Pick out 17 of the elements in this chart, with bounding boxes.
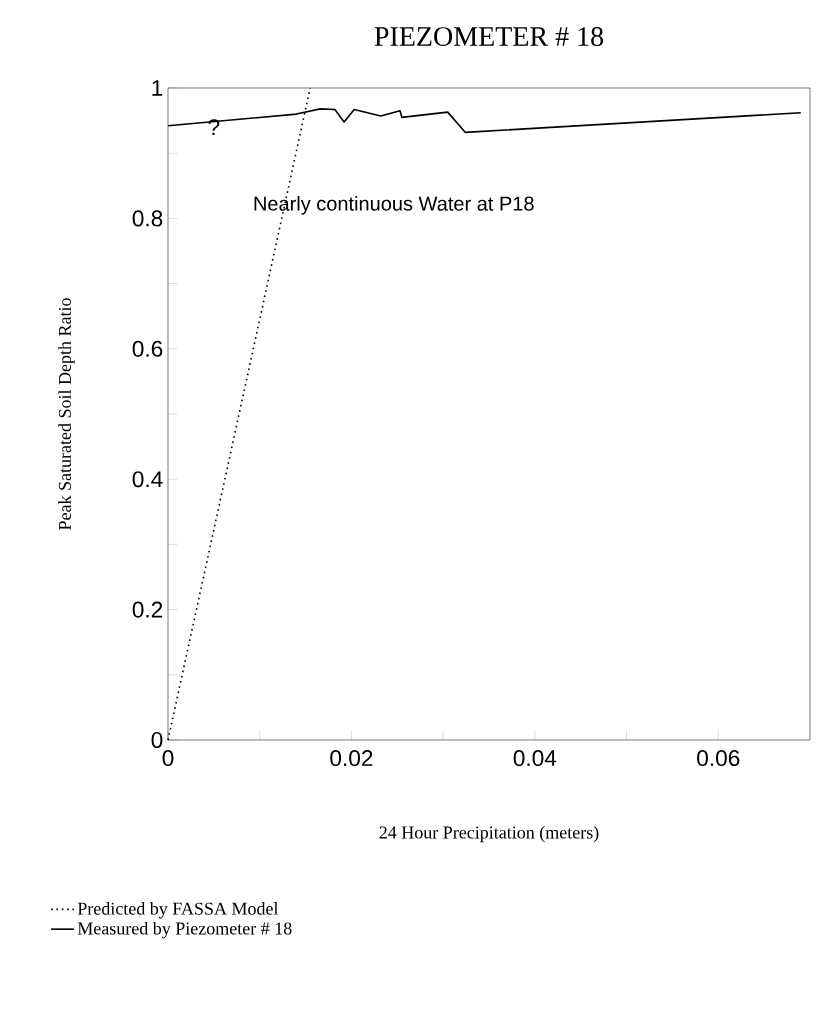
legend-label: Measured by Piezometer # 18 [77,921,292,939]
x-axis-title: 24 Hour Precipitation (meters) [379,825,599,843]
chart-title: PIEZOMETER # 18 [374,27,604,46]
x-tick-label: 0.04 [513,750,557,767]
y-tick-label: 0.4 [132,471,163,488]
annotation: ? [208,119,220,136]
y-tick-label: 0 [151,731,163,749]
legend-label: Predicted by FASSA Model [77,902,279,919]
x-tick-label: 0 [162,750,174,767]
y-axis-title: Peak Saturated Soil Depth Ratio [58,298,75,530]
annotation: Nearly continuous Water at P18 [254,196,534,215]
x-tick-label: 0.02 [330,750,373,767]
y-tick-label: 0.8 [132,210,163,227]
y-tick-label: 0.2 [132,601,163,618]
x-tick-label: 0.06 [697,750,740,767]
y-tick-label: 1 [152,80,163,96]
y-tick-label: 0.6 [132,340,163,357]
